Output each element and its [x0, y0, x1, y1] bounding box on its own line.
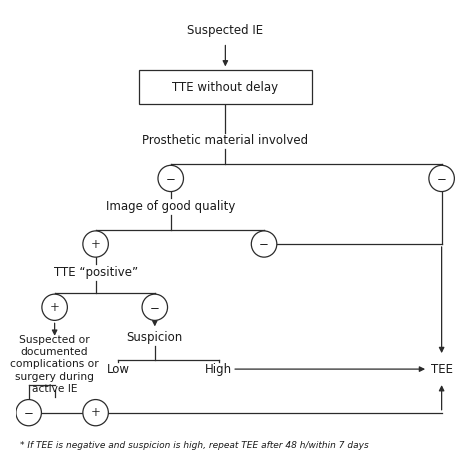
Text: +: +: [91, 406, 100, 419]
Circle shape: [158, 165, 183, 191]
Circle shape: [16, 400, 41, 426]
Text: High: High: [205, 363, 232, 375]
Text: Suspected or
documented
complications or
surgery during
active IE: Suspected or documented complications or…: [10, 335, 99, 394]
Circle shape: [83, 400, 109, 426]
Circle shape: [142, 294, 167, 320]
Text: Prosthetic material involved: Prosthetic material involved: [142, 135, 309, 147]
Circle shape: [251, 231, 277, 257]
Text: −: −: [24, 406, 34, 419]
Text: Suspicion: Suspicion: [127, 331, 183, 344]
Text: Low: Low: [107, 363, 130, 375]
Circle shape: [83, 231, 109, 257]
Circle shape: [429, 165, 455, 191]
Text: Image of good quality: Image of good quality: [106, 200, 236, 213]
Text: Suspected IE: Suspected IE: [187, 24, 264, 37]
Text: * If TEE is negative and suspicion is high, repeat TEE after 48 h/within 7 days: * If TEE is negative and suspicion is hi…: [20, 441, 369, 450]
Text: TEE: TEE: [430, 363, 453, 375]
Text: +: +: [50, 301, 60, 314]
Circle shape: [42, 294, 67, 320]
Text: +: +: [91, 237, 100, 251]
FancyBboxPatch shape: [139, 70, 312, 104]
Text: −: −: [259, 237, 269, 251]
Text: −: −: [166, 172, 176, 185]
Text: −: −: [437, 172, 447, 185]
Text: TTE “positive”: TTE “positive”: [54, 265, 137, 279]
Text: −: −: [150, 301, 160, 314]
Text: TTE without delay: TTE without delay: [173, 81, 278, 93]
